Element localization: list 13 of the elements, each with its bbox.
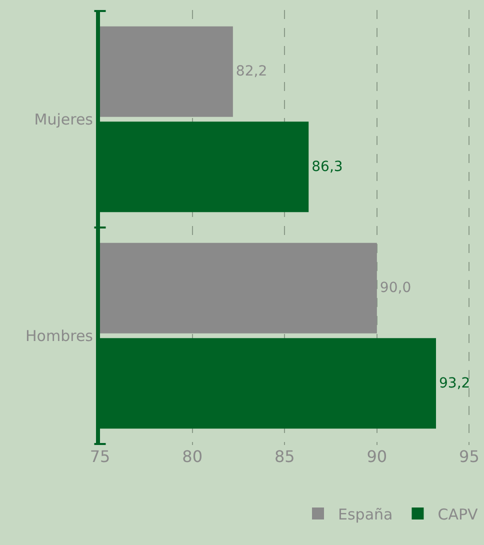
y-tick-label: Mujeres — [34, 110, 94, 128]
y-tick-label: Hombres — [26, 327, 94, 345]
x-tick-label: 85 — [274, 447, 295, 466]
x-tick-label: 95 — [459, 447, 480, 466]
data-label: 93,2 — [439, 375, 470, 392]
legend-label: España — [338, 505, 393, 524]
legend-label: CAPV — [438, 505, 478, 524]
x-tick-label: 75 — [90, 447, 110, 466]
x-tick-label: 80 — [182, 447, 202, 466]
x-tick-label: 90 — [366, 447, 388, 466]
data-label: 86,3 — [312, 158, 343, 175]
data-label: 82,2 — [236, 64, 268, 80]
data-label: 90,0 — [380, 280, 412, 296]
